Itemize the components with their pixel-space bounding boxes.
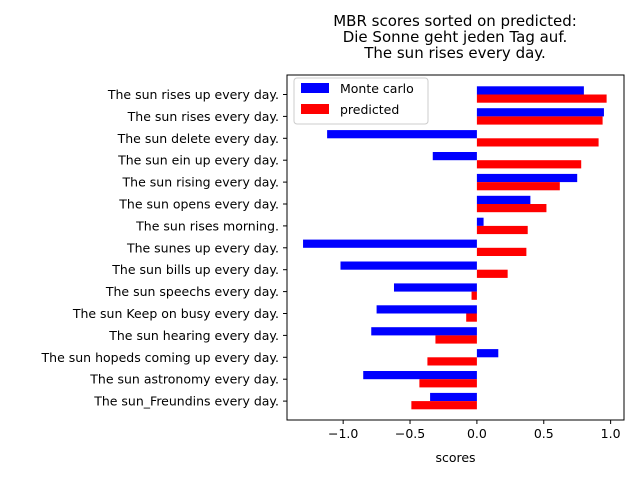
- bar-monte-carlo: [476, 173, 578, 183]
- bars-group: [303, 86, 607, 410]
- bar-monte-carlo: [363, 371, 477, 380]
- legend: Monte carlo predicted: [293, 77, 429, 125]
- bar-monte-carlo: [476, 195, 531, 204]
- bar-predicted: [476, 160, 582, 169]
- plot-frame: [286, 74, 625, 421]
- bar-monte-carlo: [393, 283, 477, 292]
- legend-label-monte-carlo: Monte carlo: [340, 81, 414, 96]
- bar-predicted: [476, 204, 547, 213]
- bar-predicted: [411, 401, 477, 410]
- x-tick-label: 0.0: [467, 426, 487, 441]
- bar-predicted: [476, 116, 603, 125]
- bar-monte-carlo: [327, 130, 477, 139]
- y-axis-ticks: The sun rises up every day. The sun rises…: [41, 87, 287, 409]
- legend-swatch-predicted: [301, 104, 329, 114]
- chart-title-text: MBR scores sorted on predicted: Die Sonne…: [333, 12, 577, 62]
- y-tick-label: The sun bills up every day.: [111, 262, 279, 277]
- y-tick-label: The sun ein up every day.: [117, 153, 279, 168]
- y-tick-label: The sun hearing every day.: [108, 328, 279, 343]
- bar-predicted: [476, 182, 560, 191]
- y-tick-label: The sun rises morning.: [135, 218, 279, 233]
- x-tick-label: −1.0: [328, 426, 358, 441]
- y-tick-label: The sun rising every day.: [122, 175, 279, 190]
- bar-predicted: [476, 225, 528, 235]
- bar-predicted: [419, 379, 477, 388]
- bar-predicted: [427, 357, 477, 366]
- y-tick-label: The sun Keep on busy every day.: [72, 306, 279, 321]
- bar-monte-carlo: [476, 217, 484, 226]
- y-tick-label: The sun_Freundins every day.: [93, 394, 279, 409]
- bar-predicted: [471, 291, 477, 300]
- y-tick-label: The sun opens every day.: [118, 197, 279, 212]
- bar-monte-carlo: [430, 392, 477, 402]
- chart-title: MBR scores sorted on predicted: Die Sonne…: [333, 12, 577, 62]
- bar-monte-carlo: [340, 261, 477, 270]
- bar-monte-carlo: [432, 152, 477, 161]
- y-tick-label: The sun speechs every day.: [105, 284, 279, 299]
- y-tick-label: The sun delete every day.: [117, 131, 279, 146]
- y-tick-label: The sun astronomy every day.: [89, 372, 279, 387]
- bar-monte-carlo: [371, 327, 477, 336]
- bar-predicted: [476, 138, 599, 147]
- x-tick-label: −0.5: [395, 426, 425, 441]
- bar-monte-carlo: [303, 239, 477, 248]
- y-tick-label: The sunes up every day.: [126, 240, 279, 255]
- y-tick-label: The sun rises up every day.: [107, 87, 279, 102]
- legend-swatch-monte-carlo: [301, 83, 329, 93]
- bar-monte-carlo: [476, 86, 584, 95]
- legend-label-predicted: predicted: [340, 102, 399, 117]
- x-tick-label: 1.0: [601, 426, 621, 441]
- y-tick-label: The sun rises every day.: [127, 109, 279, 124]
- bar-predicted: [476, 94, 607, 103]
- x-axis-label: scores: [435, 450, 475, 465]
- bar-predicted: [466, 313, 477, 322]
- bar-predicted: [476, 247, 527, 256]
- y-tick-label: The sun hopeds coming up every day.: [41, 350, 279, 365]
- bar-predicted: [435, 335, 477, 344]
- bar-monte-carlo: [476, 108, 604, 117]
- bar-predicted: [476, 269, 508, 278]
- x-tick-label: 0.5: [534, 426, 554, 441]
- x-axis-ticks: −1.0 −0.5 0.0 0.5 1.0: [328, 420, 621, 441]
- bar-monte-carlo: [476, 349, 499, 358]
- bar-monte-carlo: [376, 305, 477, 314]
